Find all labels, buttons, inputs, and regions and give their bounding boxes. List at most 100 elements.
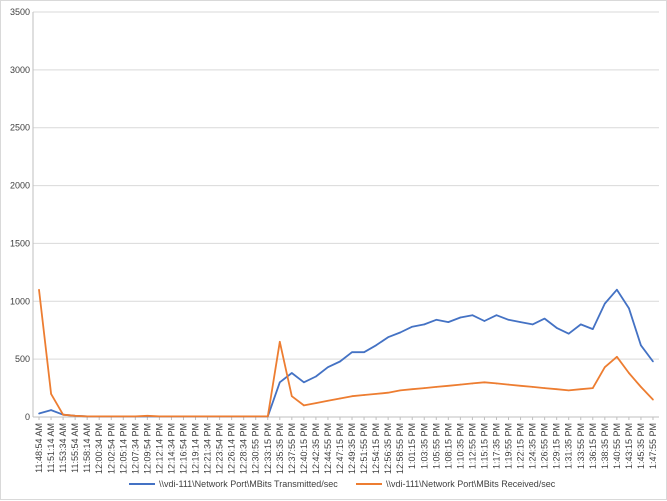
series-2-point [254,415,257,418]
series-1-point [303,381,305,384]
series-2-point [206,415,209,418]
series-1-point [399,331,401,334]
x-tick-label: 11:48:54 AM [34,423,44,473]
series-1-point [579,323,582,326]
x-tick-label: 1:19:55 PM [504,423,514,469]
x-tick-label: 12:35:35 PM [275,423,285,474]
series-1-point [339,360,341,363]
series-2-point [194,415,197,418]
series-2-point [640,386,642,388]
series-2-point [387,391,389,394]
series-2-point [351,395,353,397]
x-tick-label: 1:29:15 PM [552,423,562,469]
x-tick-label: 1:40:55 PM [612,423,622,469]
series-2-point [567,389,570,392]
series-2-point [579,388,582,391]
x-tick-label: 12:05:14 PM [118,423,128,474]
series-1-point [640,344,642,347]
series-2-point [327,400,329,402]
x-tick-label: 11:51:14 AM [46,423,56,473]
series-1-point [315,375,317,378]
series-2-point [62,413,64,416]
x-tick-label: 12:40:15 PM [299,423,309,474]
series-2-point [315,402,317,404]
x-tick-label: 12:26:14 PM [227,423,237,474]
series-1-point [519,321,522,323]
series-2-point [652,398,654,401]
series-2-point [303,404,305,407]
series-2-point [459,383,462,386]
x-tick-label: 11:55:54 AM [70,423,80,473]
x-tick-label: 12:23:54 PM [215,423,225,474]
series-1-point [652,360,654,363]
x-tick-label: 12:33:15 PM [263,423,273,474]
legend: \\vdi-111\Network Port\MBits Transmitted… [129,479,556,489]
series-2-point [98,415,101,418]
series-1-point [543,317,546,320]
series-2-point [278,340,281,343]
series-2-point [182,415,185,418]
y-tick-label: 3500 [10,7,30,17]
series-2-point [411,388,414,391]
x-tick-label: 1:10:35 PM [455,423,465,469]
x-tick-label: 12:28:34 PM [239,423,249,474]
series-1-point [483,320,486,322]
x-tick-label: 1:26:55 PM [540,423,550,469]
series-2-point [483,381,486,384]
x-tick-label: 12:49:35 PM [347,423,357,474]
x-tick-label: 12:54:15 PM [371,423,381,474]
series-1-point [555,327,558,329]
series-1-point [38,412,40,415]
series-1-point [387,336,389,338]
series-2-point [266,415,269,418]
x-tick-label: 12:56:35 PM [383,423,393,474]
x-tick-label: 12:30:55 PM [251,423,261,474]
series-1-point [351,351,353,354]
y-tick-label: 2000 [10,181,30,191]
series-2-point [507,383,510,386]
x-tick-label: 1:01:15 PM [407,423,417,469]
x-tick-label: 1:22:15 PM [516,423,526,469]
series-1-point [363,351,365,354]
series-2-point [110,415,113,418]
series-1-point [471,314,474,316]
series-2-point [122,415,125,418]
series-1-point [591,328,594,330]
series-2-point [447,384,450,387]
series-2-point [291,395,293,397]
series-2-point [363,394,365,396]
series-1-point [375,344,377,347]
series-1-point [507,319,510,321]
series-1-point [459,316,462,319]
series-2-point [146,415,149,417]
series-2-point [591,387,594,389]
x-tick-label: 12:07:34 PM [130,423,140,474]
x-tick-label: 12:02:54 PM [106,423,116,474]
series-2-point [38,288,40,291]
x-tick-label: 12:16:54 PM [178,423,188,474]
y-tick-label: 2500 [10,123,30,133]
x-tick-label: 12:47:15 PM [335,423,345,474]
x-tick-label: 12:51:55 PM [359,423,369,474]
x-tick-label: 12:19:14 PM [191,423,201,474]
y-tick-label: 1000 [10,296,30,306]
series-2-point [86,415,88,418]
x-tick-label: 12:21:34 PM [203,423,213,474]
x-tick-label: 12:12:14 PM [154,423,164,474]
series-1-point [435,319,438,321]
x-tick-label: 1:31:35 PM [564,423,574,469]
x-tick-label: 12:58:55 PM [395,423,405,474]
legend-label-2: \\vdi-111\Network Port\MBits Received/se… [386,479,556,489]
series-2-point [616,356,618,358]
x-tick-label: 1:43:15 PM [624,423,634,469]
series-line-2 [38,289,654,418]
x-tick-label: 11:58:14 AM [82,423,92,473]
series-2-point [375,393,377,395]
x-tick-label: 1:12:55 PM [467,423,477,469]
series-1-point [291,372,293,374]
x-tick-label: 12:44:55 PM [323,423,333,474]
series-2-point [339,397,341,400]
x-tick-label: 1:15:15 PM [479,423,489,469]
